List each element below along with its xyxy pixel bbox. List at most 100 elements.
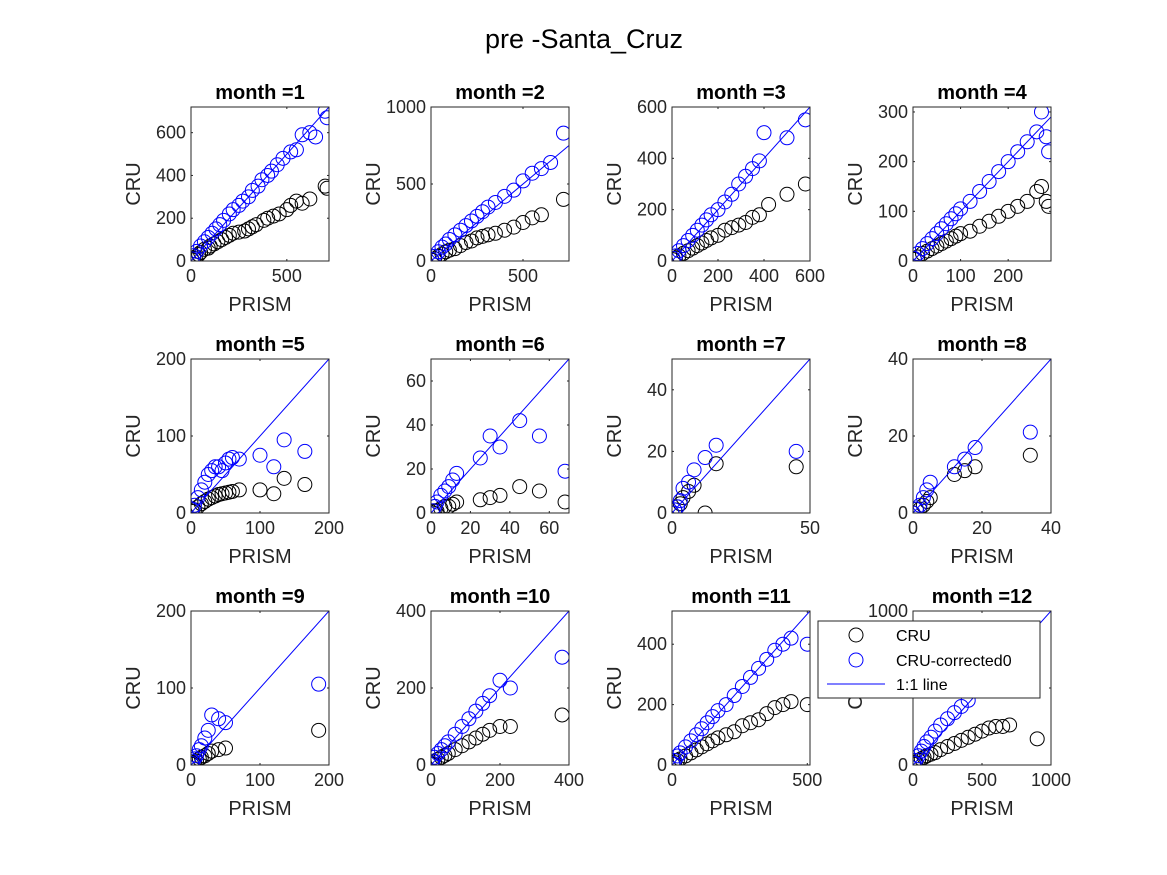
panel-3-xtick-600: 600 — [795, 266, 825, 286]
legend-label-cru: CRU — [896, 628, 931, 645]
panel-4-ytick-200: 200 — [878, 152, 908, 172]
panel-11-cru-corrected0-point-6 — [683, 733, 699, 749]
panel-5-cru-corrected0-point-18 — [297, 443, 313, 459]
panel-7-ylabel: CRU — [604, 414, 626, 457]
panel-7-xtick-0: 0 — [667, 518, 677, 538]
panel-9-cru-corrected0-point-7 — [197, 730, 213, 746]
panel-9-cru-point-12 — [311, 722, 327, 738]
panel-1-cru-corrected0-point-5 — [196, 234, 212, 250]
panel-2-cru-point-17 — [515, 215, 531, 230]
panel-8-marks — [913, 359, 1051, 513]
panel-2-cru-point-4 — [434, 246, 450, 261]
panel-6-marks — [431, 359, 569, 513]
panel-7-cru-point-10 — [788, 459, 804, 475]
panel-12-cru-corrected0-point-4 — [913, 743, 929, 759]
panel-5-cru-point-13 — [224, 483, 240, 499]
panel-5-cru-corrected0-point-7 — [204, 463, 220, 479]
panel-8-ytick-40: 40 — [888, 349, 908, 369]
figure-title: pre -Santa_Cruz — [485, 24, 683, 54]
panel-5-xlabel: PRISM — [228, 546, 291, 568]
panel-4-cru-corrected0-point-20 — [1033, 107, 1049, 120]
panel-3-xtick-0: 0 — [667, 266, 677, 286]
panel-1-cru-point-14 — [225, 225, 241, 241]
panel-1-cru-point-30 — [319, 180, 329, 196]
panel-6-ytick-60: 60 — [406, 371, 426, 391]
panel-1-cru-point-24 — [279, 202, 295, 218]
panel-4-cru-point-12 — [962, 223, 978, 239]
panel-12-cru-point-13 — [960, 729, 976, 745]
panel-12-cru-point-18 — [995, 719, 1011, 734]
panel-1-cru-point-10 — [210, 234, 226, 250]
panel-12-cru-point-20 — [1029, 731, 1045, 747]
panel-1-ytick-200: 200 — [156, 208, 186, 228]
panel-1-cru-corrected0-point-11 — [221, 206, 237, 222]
panel-2-cru-corrected0-point-5 — [438, 236, 454, 252]
panel-7-ytick-20: 20 — [647, 441, 667, 461]
panel-7-cru-corrected0-point-10 — [788, 443, 804, 459]
panel-6-ylabel: CRU — [363, 414, 385, 457]
panel-3-ytick-0: 0 — [657, 251, 667, 271]
panel-1-cru-corrected0-point-16 — [244, 182, 260, 198]
panel-4-cru-corrected0-point-13 — [972, 183, 988, 199]
panel-2-title: month =2 — [455, 82, 544, 104]
panel-11-xtick-0: 0 — [667, 770, 677, 790]
panel-5-cru-corrected0-point-8 — [207, 459, 223, 475]
panel-4-xlabel: PRISM — [950, 294, 1013, 316]
panel-10-ytick-200: 200 — [396, 678, 426, 698]
panel-1-cru-point-29 — [317, 178, 329, 194]
panel-3-cru-corrected0-point-4 — [676, 238, 691, 254]
panel-2-cru-point-19 — [533, 207, 549, 223]
panel-11-xtick-500: 500 — [792, 770, 822, 790]
panel-1-cru-point-12 — [218, 229, 233, 245]
panel-6-axes-box — [430, 358, 570, 514]
panel-8-xtick-20: 20 — [972, 518, 992, 538]
panel-1-cru-point-13 — [221, 227, 237, 243]
panel-4-cru-point-14 — [981, 213, 997, 229]
panel-10-cru-point-5 — [433, 749, 449, 765]
panel-3-cru-corrected0-point-5 — [680, 232, 696, 248]
panel-11-cru-corrected0-point-1 — [672, 755, 681, 765]
panel-2-cru-point-18 — [524, 210, 540, 226]
panel-11-cru-point-20 — [783, 694, 799, 710]
panel-4-xtick-0: 0 — [908, 266, 918, 286]
panel-10-cru-point-15 — [502, 719, 518, 734]
panel-1-xtick-500: 500 — [272, 266, 302, 286]
panel-5-cru-point-18 — [297, 477, 313, 493]
panel-3-ytick-200: 200 — [637, 200, 667, 220]
panel-2-ylabel: CRU — [363, 162, 385, 205]
panel-4-marks — [913, 107, 1051, 261]
panel-1-cru-point-21 — [260, 210, 276, 226]
panel-2-cru-corrected0-point-20 — [543, 154, 559, 170]
panel-2-cru-point-13 — [480, 227, 496, 243]
panel-6-xtick-0: 0 — [426, 518, 436, 538]
panel-4-cru-point-16 — [1000, 203, 1016, 219]
panel-2-cru-corrected0-point-1 — [431, 251, 440, 261]
panel-10-xtick-0: 0 — [426, 770, 436, 790]
panel-10-cru-point-14 — [492, 719, 508, 734]
panel-3-cru-point-13 — [724, 220, 740, 236]
panel-1-marks — [191, 107, 329, 261]
panel-11-cru-point-15 — [742, 715, 758, 731]
panel-11-cru-corrected0-point-14 — [734, 678, 750, 694]
panel-5-cru-corrected0-point-16 — [266, 459, 282, 475]
panel-8-cru-corrected0-point-3 — [913, 497, 928, 513]
panel-2-cru-point-15 — [497, 222, 513, 238]
panel-4-cru-point-18 — [1019, 193, 1035, 209]
panel-3-cru-corrected0-point-2 — [672, 248, 683, 261]
panel-1-ytick-0: 0 — [176, 251, 186, 271]
panel-7: 0 50 0 20 40 month =7 PRISM CRU — [604, 334, 820, 568]
panel-6-xtick-60: 60 — [539, 518, 559, 538]
panel-1-cru-corrected0-point-7 — [204, 225, 220, 241]
panel-8-xlabel: PRISM — [950, 546, 1013, 568]
panel-6-cru-corrected0-point-10 — [482, 428, 498, 444]
panel-10-xtick-200: 200 — [485, 770, 515, 790]
legend-marker-cru — [848, 627, 864, 643]
panel-8-cru-point-5 — [919, 493, 935, 509]
panel-1-ytick-600: 600 — [156, 123, 186, 143]
panel-5-ylabel: CRU — [123, 414, 145, 457]
panel-4-cru-corrected0-point-5 — [924, 231, 940, 247]
panel-12-marks — [913, 611, 1051, 765]
panel-4-cru-corrected0-point-14 — [981, 174, 997, 190]
panel-4-cru-point-15 — [991, 208, 1007, 224]
panel-11-cru-corrected0-point-16 — [751, 660, 767, 676]
